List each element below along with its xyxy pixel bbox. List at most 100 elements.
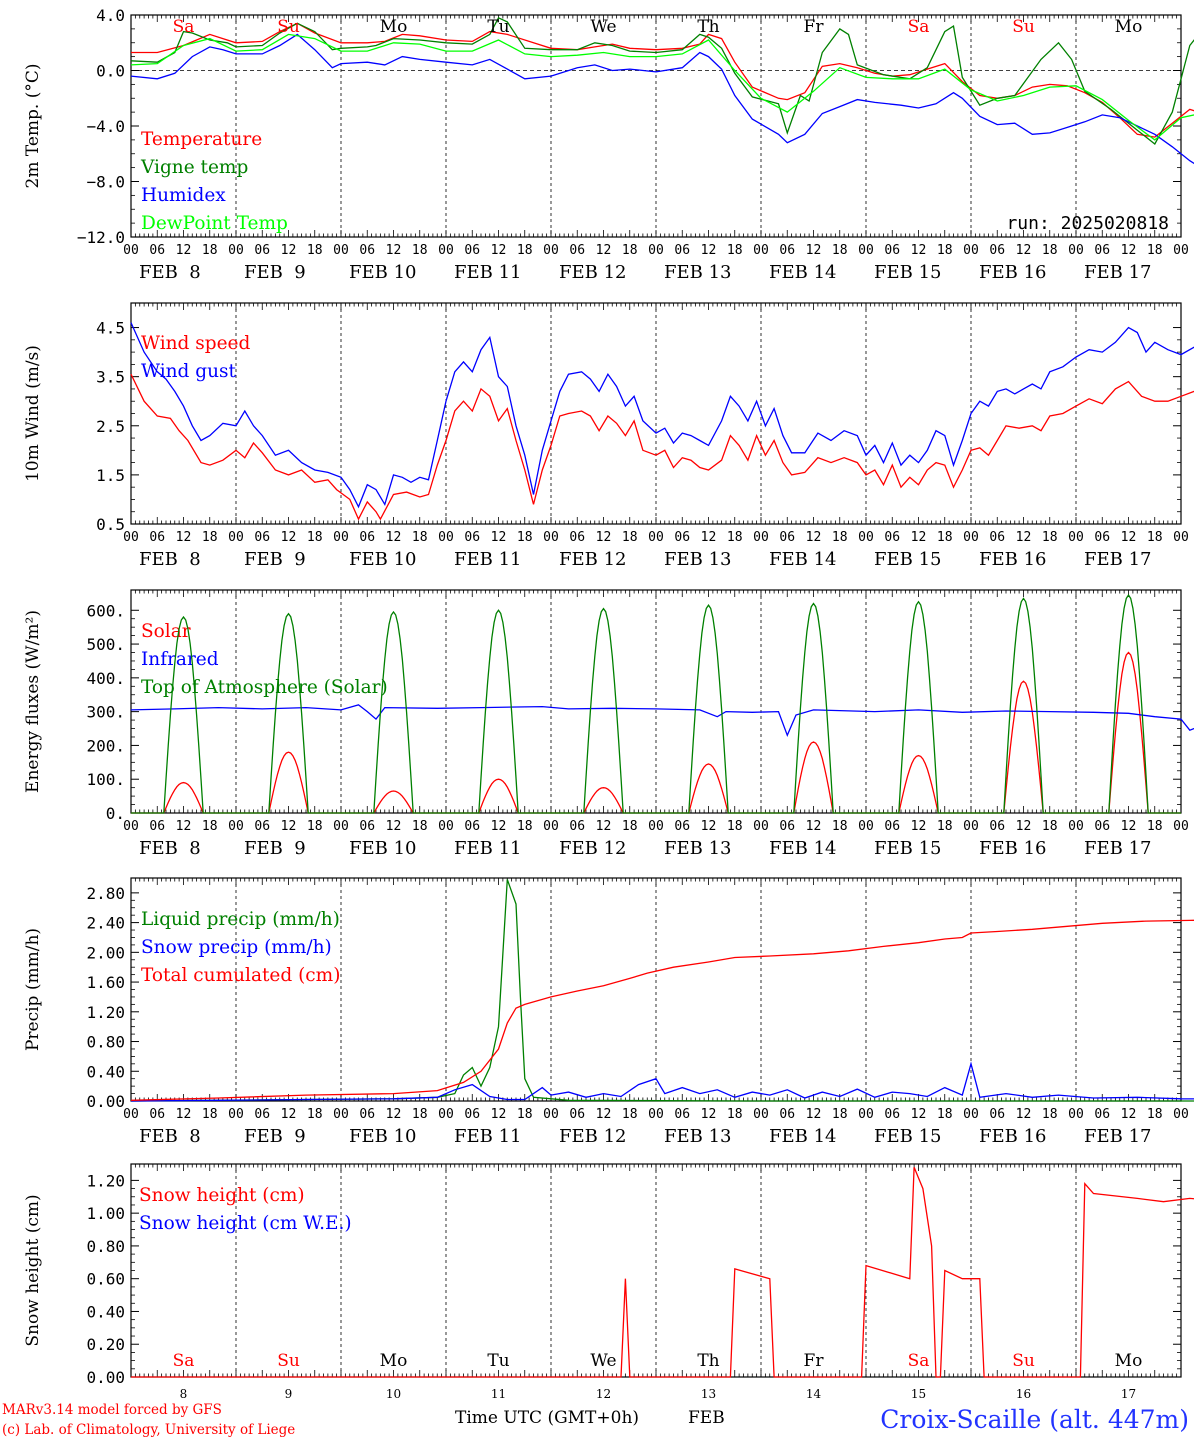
date-label: FEB 8 <box>139 1126 201 1147</box>
y-tick-label: 4.5 <box>96 319 125 338</box>
y-tick-label: 400. <box>86 669 125 688</box>
hour-label: 18 <box>517 819 533 834</box>
date-label: FEB 13 <box>664 262 731 283</box>
date-label: FEB 10 <box>349 549 416 570</box>
legend-entry: Top of Atmosphere (Solar) <box>141 677 388 698</box>
hour-label: 12 <box>491 530 507 545</box>
hour-label: 06 <box>359 819 375 834</box>
hour-label: 06 <box>1094 243 1110 258</box>
hour-label: 12 <box>176 243 192 258</box>
hour-label: 12 <box>806 819 822 834</box>
hour-label: 00 <box>1068 1107 1084 1122</box>
hour-label: 12 <box>176 530 192 545</box>
date-label: FEB 10 <box>349 838 416 859</box>
y-tick-label: −8.0 <box>86 173 125 192</box>
hour-label: 00 <box>543 243 559 258</box>
hour-label: 00 <box>963 243 979 258</box>
hour-label: 06 <box>569 530 585 545</box>
y-tick-label: 1.5 <box>96 466 125 485</box>
hour-label: 06 <box>674 243 690 258</box>
hour-label: 00 <box>333 1107 349 1122</box>
day-number-label: 17 <box>1121 1387 1136 1401</box>
hour-label: 00 <box>1173 243 1189 258</box>
hour-label: 00 <box>333 243 349 258</box>
hour-label: 12 <box>1016 243 1032 258</box>
date-label: FEB 9 <box>244 1126 306 1147</box>
date-label: FEB 17 <box>1084 549 1151 570</box>
hour-label: 18 <box>832 530 848 545</box>
hour-label: 18 <box>727 243 743 258</box>
hour-label: 00 <box>543 819 559 834</box>
hour-label: 00 <box>1068 243 1084 258</box>
hour-label: 12 <box>281 819 297 834</box>
hour-label: 12 <box>911 530 927 545</box>
date-label: FEB 16 <box>979 549 1046 570</box>
hour-label: 18 <box>202 819 218 834</box>
day-name-label: Mo <box>1115 1351 1143 1371</box>
date-label: FEB 12 <box>559 262 626 283</box>
day-number-label: 9 <box>285 1387 293 1401</box>
hour-label: 06 <box>359 243 375 258</box>
day-name-label: Fr <box>804 17 825 37</box>
hour-label: 00 <box>123 243 139 258</box>
hour-label: 18 <box>937 243 953 258</box>
hour-label: 18 <box>412 530 428 545</box>
hour-ticks <box>130 303 1182 524</box>
footer-model: MARv3.14 model forced by GFS <box>2 1402 222 1418</box>
hour-label: 00 <box>648 530 664 545</box>
day-name-label: We <box>590 1351 616 1371</box>
hour-label: 06 <box>149 243 165 258</box>
hour-label: 00 <box>753 1107 769 1122</box>
hour-label: 00 <box>858 530 874 545</box>
hour-label: 00 <box>753 819 769 834</box>
y-tick-label: 0.00 <box>86 1368 125 1387</box>
hour-label: 06 <box>464 243 480 258</box>
hour-label: 00 <box>648 243 664 258</box>
day-number-label: 10 <box>386 1387 401 1401</box>
hour-label: 06 <box>464 819 480 834</box>
hour-label: 12 <box>1121 530 1137 545</box>
legend-entry: Solar <box>141 621 191 642</box>
hour-label: 00 <box>1068 819 1084 834</box>
hour-label: 00 <box>1173 530 1189 545</box>
series-line-vigne-temp <box>130 16 1194 145</box>
legend-entry: DewPoint Temp <box>141 213 288 234</box>
hour-label: 06 <box>884 819 900 834</box>
y-tick-label: 200. <box>86 736 125 755</box>
hour-label: 06 <box>254 819 270 834</box>
hour-label: 12 <box>1121 243 1137 258</box>
day-name-label: Sa <box>908 1351 930 1371</box>
hour-label: 12 <box>281 1107 297 1122</box>
hour-label: 00 <box>543 1107 559 1122</box>
y-tick-label: 0.20 <box>86 1335 125 1354</box>
hour-label: 18 <box>412 1107 428 1122</box>
hour-label: 06 <box>779 530 795 545</box>
hour-label: 06 <box>1094 530 1110 545</box>
hour-label: 18 <box>1042 243 1058 258</box>
hour-label: 06 <box>254 1107 270 1122</box>
date-label: FEB 15 <box>874 262 941 283</box>
date-label: FEB 12 <box>559 1126 626 1147</box>
y-axis-label: Snow height (cm) <box>23 1194 43 1346</box>
y-tick-label: 0.0 <box>96 62 125 81</box>
hour-label: 12 <box>701 1107 717 1122</box>
legend-entry: Humidex <box>141 185 226 206</box>
date-label: FEB 14 <box>769 549 836 570</box>
hour-label: 00 <box>963 1107 979 1122</box>
hour-label: 06 <box>884 530 900 545</box>
series-line-temperature <box>131 22 1194 138</box>
hour-label: 00 <box>123 819 139 834</box>
date-label: FEB 16 <box>979 1126 1046 1147</box>
day-name-label: Tu <box>487 1351 509 1371</box>
hour-ticks <box>130 1164 1182 1377</box>
series-line-snow-precip-mm-h <box>130 1061 1194 1102</box>
hour-label: 06 <box>464 530 480 545</box>
y-tick-label: 2.80 <box>86 884 125 903</box>
hour-label: 00 <box>333 819 349 834</box>
series-line-wind-gust <box>130 322 1194 509</box>
legend-entry: Wind speed <box>141 333 250 354</box>
y-tick-label: 100. <box>86 770 125 789</box>
y-tick-label: 500. <box>86 635 125 654</box>
hour-label: 18 <box>727 1107 743 1122</box>
day-name-label: Su <box>277 1351 300 1371</box>
